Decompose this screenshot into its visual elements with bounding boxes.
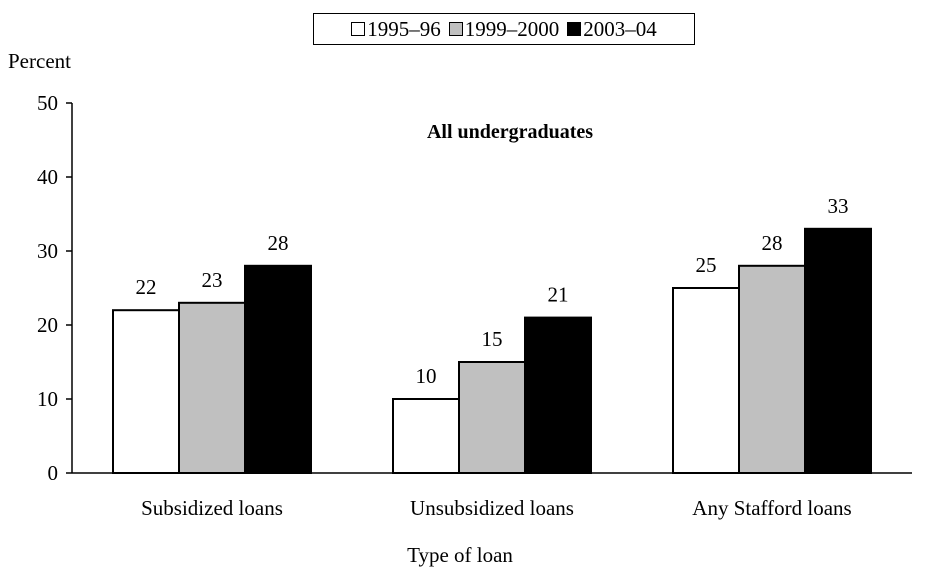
data-label-0-0: 22 — [136, 275, 157, 299]
data-label-0-1: 23 — [202, 268, 223, 292]
bar-2-0 — [672, 287, 740, 474]
y-tick-label-50: 50 — [37, 91, 58, 115]
data-label-2-1: 28 — [762, 231, 783, 255]
data-label-2-2: 33 — [828, 194, 849, 218]
y-axis-label: Percent — [8, 49, 71, 73]
bar-0-1 — [178, 301, 246, 474]
bar-0-2 — [244, 264, 312, 474]
x-tick-label-0: Subsidized loans — [141, 496, 283, 520]
data-label-0-2: 28 — [268, 231, 289, 255]
y-tick-label-10: 10 — [37, 387, 58, 411]
legend-label-1995-96: 1995–96 — [367, 16, 441, 41]
legend-swatch-2003-04 — [567, 22, 582, 36]
data-label-2-0: 25 — [696, 253, 717, 277]
bar-0-0 — [112, 309, 180, 475]
legend-swatch-1995-96 — [351, 22, 366, 36]
bar-1-2 — [524, 316, 592, 474]
legend-label-2003-04: 2003–04 — [583, 16, 657, 41]
y-tick-label-0: 0 — [48, 461, 59, 485]
bar-1-1 — [458, 361, 526, 474]
y-tick-label-40: 40 — [37, 165, 58, 189]
legend: 1995–96 1999–2000 2003–04 — [313, 13, 695, 45]
data-labels: 22 23 28 10 15 21 25 28 33 — [136, 194, 849, 388]
legend-item-1999-2000: 1999–2000 — [448, 16, 560, 42]
y-tick-label-30: 30 — [37, 239, 58, 263]
x-tick-label-2: Any Stafford loans — [692, 496, 851, 520]
legend-item-1995-96: 1995–96 — [351, 17, 441, 42]
legend-swatch-1999-2000 — [448, 22, 463, 36]
x-axis-label: Type of loan — [407, 543, 513, 567]
legend-item-2003-04: 2003–04 — [567, 17, 657, 42]
bar-2-2 — [804, 227, 872, 474]
x-tick-label-1: Unsubsidized loans — [410, 496, 574, 520]
bar-2-1 — [738, 264, 806, 474]
data-label-1-0: 10 — [416, 364, 437, 388]
axes: 0 10 20 30 40 50 Subsidized loans Unsubsidized … — [37, 91, 912, 520]
bars — [112, 227, 872, 475]
chart-title: All undergraduates — [427, 121, 593, 143]
legend-label-1999-2000: 1999–2000 — [464, 16, 560, 41]
y-tick-label-20: 20 — [37, 313, 58, 337]
data-label-1-2: 21 — [548, 283, 569, 307]
bar-1-0 — [392, 398, 460, 474]
data-label-1-1: 15 — [482, 327, 503, 351]
